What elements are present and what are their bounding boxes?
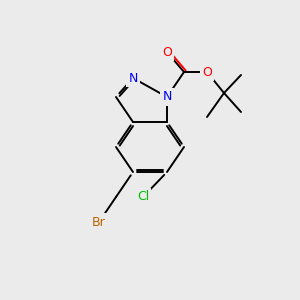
Text: N: N xyxy=(128,71,138,85)
Text: O: O xyxy=(162,46,172,59)
Text: Cl: Cl xyxy=(137,190,149,203)
Text: O: O xyxy=(202,65,212,79)
Text: Br: Br xyxy=(92,215,106,229)
Text: N: N xyxy=(162,91,172,103)
